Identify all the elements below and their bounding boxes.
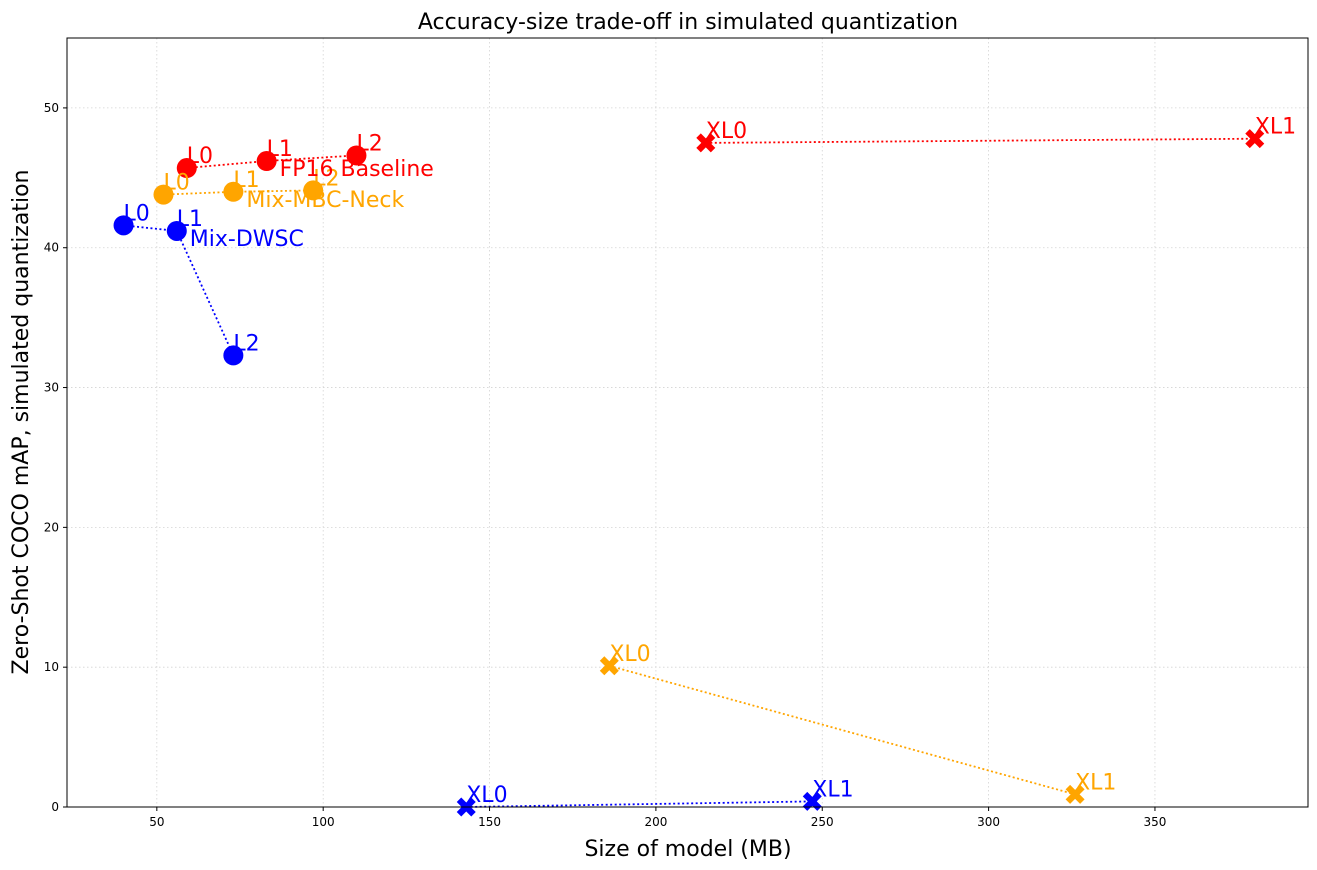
y-axis-label: Zero-Shot COCO mAP, simulated quantizati… xyxy=(9,170,34,675)
series-line xyxy=(163,189,314,196)
y-tick-label: 20 xyxy=(44,520,59,534)
data-point xyxy=(599,656,619,676)
point-label: L1 xyxy=(233,168,259,193)
series-label: FP16 Baseline xyxy=(280,157,434,182)
y-tick-label: 30 xyxy=(44,381,59,395)
data-point xyxy=(1065,784,1085,804)
point-label: L0 xyxy=(163,171,189,196)
point-label: L1 xyxy=(177,207,203,232)
series-line xyxy=(609,664,1076,796)
x-tick-label: 100 xyxy=(312,815,335,829)
series-labels: FP16 Baseline Mix-MBC-Neck Mix-DWSC xyxy=(190,157,434,252)
data-point xyxy=(346,145,367,166)
data-point xyxy=(256,151,277,172)
point-label: L2 xyxy=(233,331,259,356)
series-lines xyxy=(123,137,1255,808)
data-point xyxy=(223,345,244,366)
data-points xyxy=(113,129,1265,817)
data-point xyxy=(1245,129,1265,149)
y-axis: 0 10 20 30 40 50 xyxy=(44,101,67,814)
x-tick-label: 200 xyxy=(644,815,667,829)
point-labels: L0 L1 L2 XL0 XL1 L0 L1 L2 XL0 XL1 L0 L1 L2 XL0 XL1 xyxy=(124,115,1297,808)
point-label: L2 xyxy=(313,166,339,191)
point-label: XL0 xyxy=(609,642,650,667)
data-point xyxy=(802,791,822,811)
point-label: XL0 xyxy=(466,783,507,808)
x-tick-label: 150 xyxy=(478,815,501,829)
grid xyxy=(67,38,1308,808)
series-label: Mix-MBC-Neck xyxy=(246,188,404,213)
point-label: XL0 xyxy=(706,119,747,144)
point-label: L0 xyxy=(124,201,150,226)
series-line xyxy=(466,800,813,808)
point-label: XL1 xyxy=(812,777,853,802)
data-point xyxy=(176,158,197,179)
series-line xyxy=(186,154,357,169)
point-label: XL1 xyxy=(1075,770,1116,795)
point-label: L1 xyxy=(267,137,293,162)
plot-frame xyxy=(66,37,1309,808)
y-tick-label: 40 xyxy=(44,241,59,255)
data-point xyxy=(223,181,244,202)
point-label: L2 xyxy=(356,131,382,156)
data-point xyxy=(166,220,187,241)
x-tick-label: 250 xyxy=(811,815,834,829)
y-tick-label: 10 xyxy=(44,660,59,674)
y-tick-label: 50 xyxy=(44,101,59,115)
data-point xyxy=(153,184,174,205)
x-tick-label: 350 xyxy=(1144,815,1167,829)
x-axis-label: Size of model (MB) xyxy=(584,837,791,862)
series-label: Mix-DWSC xyxy=(190,227,304,252)
data-point xyxy=(696,133,716,153)
x-axis: 50 100 150 200 250 300 350 xyxy=(149,807,1166,829)
point-label: L0 xyxy=(187,144,213,169)
x-tick-label: 50 xyxy=(149,815,164,829)
x-tick-label: 300 xyxy=(977,815,1000,829)
chart-title: Accuracy-size trade-off in simulated qua… xyxy=(418,10,958,35)
data-point xyxy=(113,215,134,236)
series-line xyxy=(705,137,1255,144)
point-label: XL1 xyxy=(1255,115,1296,140)
y-tick-label: 0 xyxy=(51,800,59,814)
series-line xyxy=(123,224,235,356)
data-point xyxy=(303,180,324,201)
